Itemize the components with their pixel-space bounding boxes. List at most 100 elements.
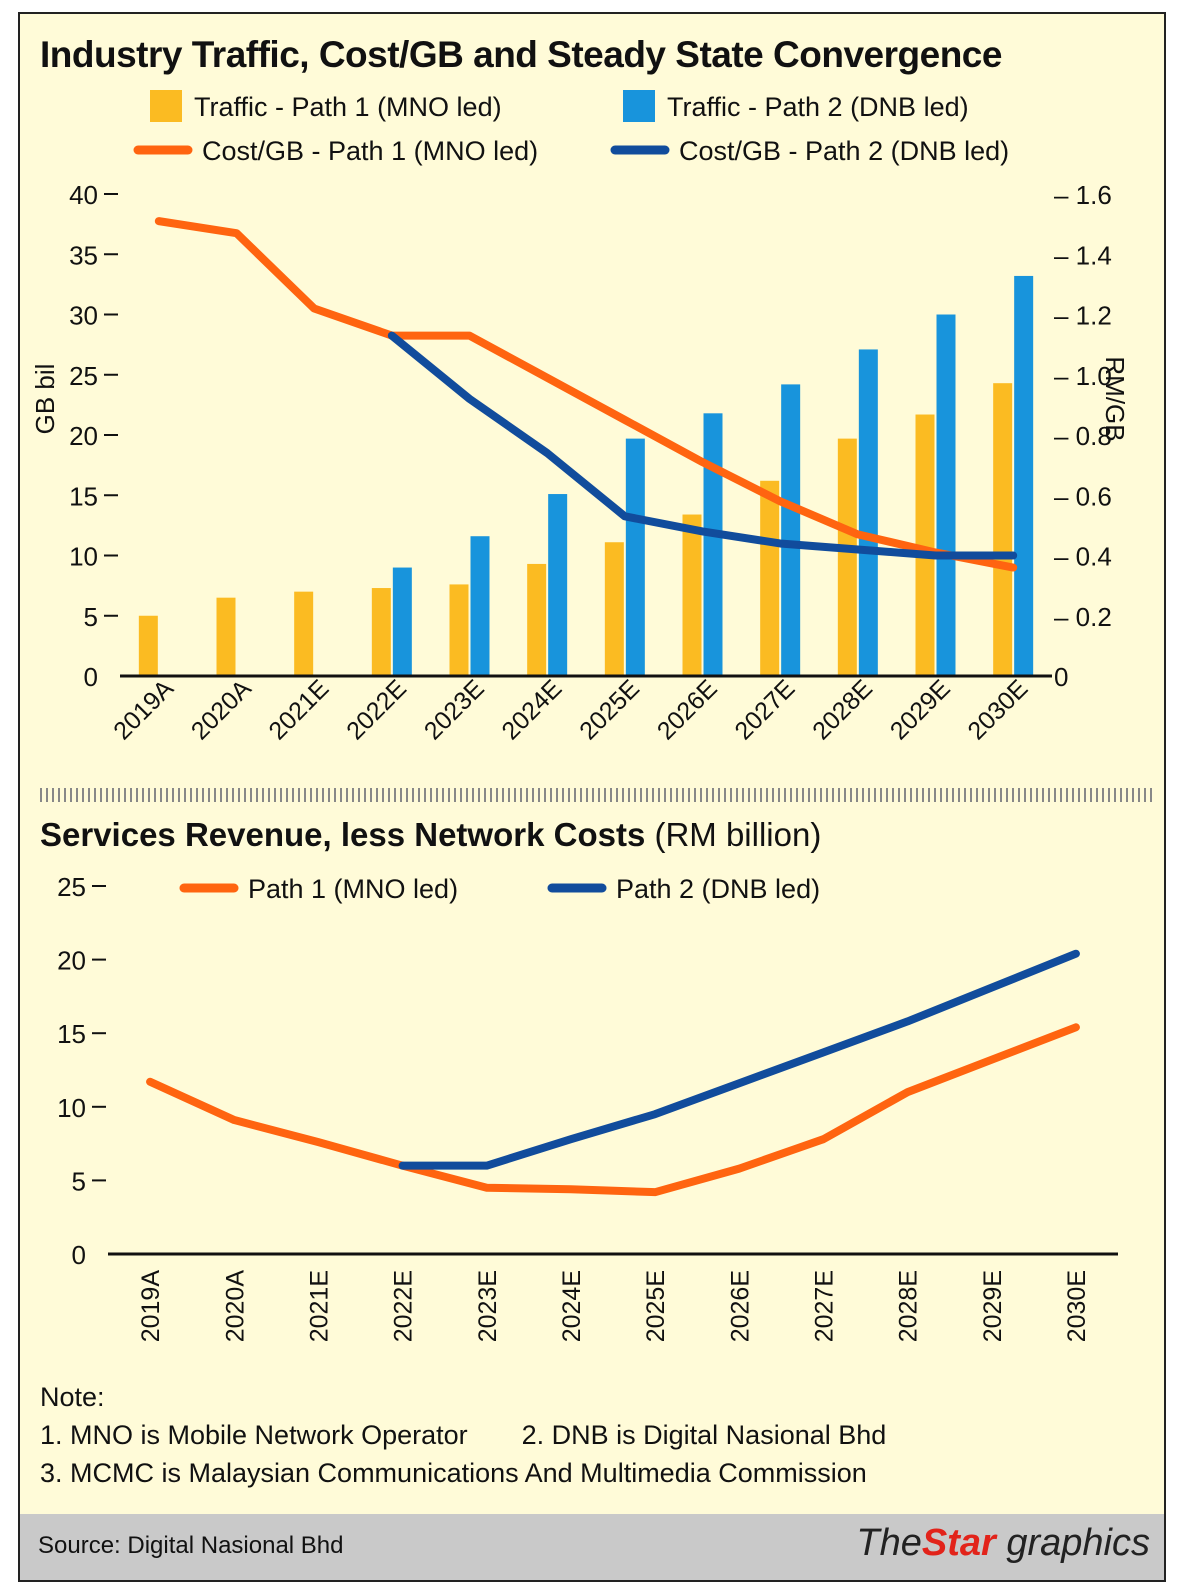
legend-cost-path1-label: Cost/GB - Path 1 (MNO led) xyxy=(202,136,538,166)
y-tick-label: 35 xyxy=(69,240,98,270)
y-tick-label: 15 xyxy=(57,1019,86,1049)
traffic-path1-bar xyxy=(837,438,857,676)
traffic-path1-bar xyxy=(449,584,469,676)
legend-cost-path2-label: Cost/GB - Path 2 (DNB led) xyxy=(679,136,1009,166)
chart2-title-bold: Services Revenue, less Network Costs xyxy=(40,816,646,853)
legend-traffic-path1-label: Traffic - Path 1 (MNO led) xyxy=(194,92,502,122)
traffic-path2-bar xyxy=(548,494,568,676)
x-tick-label: 2024E xyxy=(496,674,567,745)
chart2-title-unit: (RM billion) xyxy=(645,816,822,853)
section-divider xyxy=(40,788,1152,802)
traffic-path1-bar xyxy=(371,588,391,676)
note-mcmc: 3. MCMC is Malaysian Communications And … xyxy=(40,1458,867,1488)
y-tick-label: 25 xyxy=(69,361,98,391)
y2-tick-label: – 1.4 xyxy=(1054,240,1112,270)
traffic-path2-bar xyxy=(392,567,412,676)
traffic-path1-bar xyxy=(527,563,547,676)
x-tick-label: 2025E xyxy=(642,1270,670,1342)
x-tick-label: 2019A xyxy=(108,674,179,745)
x-tick-label: 2023E xyxy=(474,1270,502,1342)
traffic-path1-bar xyxy=(915,414,935,676)
traffic-path2-bar xyxy=(781,384,801,676)
x-tick-label: 2025E xyxy=(574,674,645,745)
traffic-path2-bar xyxy=(1014,275,1034,676)
brand-star: Star xyxy=(921,1522,996,1564)
y-tick-label: 20 xyxy=(57,946,86,976)
y2-tick-label: – 1.0 xyxy=(1054,361,1112,391)
brand-graphics: graphics xyxy=(995,1522,1150,1564)
x-tick-label: 2024E xyxy=(558,1270,586,1342)
revenue-path2-line xyxy=(398,949,1080,1170)
y2-axis-label: RM/GB xyxy=(1100,356,1130,441)
chart2-title: Services Revenue, less Network Costs (RM… xyxy=(40,816,821,854)
notes: Note: 1. MNO is Mobile Network Operator 2… xyxy=(40,1378,886,1492)
x-tick-label: 2030E xyxy=(962,674,1033,745)
y-tick-label: 40 xyxy=(69,180,98,210)
y-tick-label: 10 xyxy=(69,542,98,572)
x-tick-label: 2027E xyxy=(810,1270,838,1342)
x-tick-label: 2021E xyxy=(263,674,334,745)
x-tick-label: 2030E xyxy=(1063,1270,1091,1342)
y2-tick-label: – 1.2 xyxy=(1054,301,1112,331)
y-tick-label: 0 xyxy=(84,662,98,692)
y-tick-label: 0 xyxy=(72,1240,86,1270)
footer-bar: Source: Digital Nasional Bhd TheStar gra… xyxy=(20,1514,1164,1580)
y-axis-label: GB bil xyxy=(30,364,60,435)
x-tick-label: 2026E xyxy=(726,1270,754,1342)
traffic-path2-bar xyxy=(625,438,645,676)
note-dnb: 2. DNB is Digital Nasional Bhd xyxy=(521,1420,887,1450)
brand-the: The xyxy=(856,1522,922,1564)
revenue-path1-line xyxy=(146,1023,1080,1197)
x-tick-label: 2021E xyxy=(305,1270,333,1342)
y2-tick-label: – 0.6 xyxy=(1054,481,1112,511)
y2-tick-label: – 0.8 xyxy=(1054,421,1112,451)
y-tick-label: 10 xyxy=(57,1093,86,1123)
y-tick-label: 20 xyxy=(69,421,98,451)
x-tick-label: 2023E xyxy=(419,674,490,745)
traffic-path1-bar xyxy=(682,514,702,676)
traffic-cost-chart: 0 5 10 15 20 25 30 35 40 0 – 0.2 – 0.4 – 0.6 – 0.8 – 1… xyxy=(30,90,1130,745)
y-tick-label: 25 xyxy=(57,872,86,902)
traffic-path1-bar xyxy=(294,591,314,676)
y2-tick-label: 0 xyxy=(1054,662,1068,692)
traffic-path1-bar xyxy=(216,597,236,676)
x-tick-label: 2029E xyxy=(979,1270,1007,1342)
traffic-path2-bar xyxy=(470,536,490,676)
notes-row: 1. MNO is Mobile Network Operator 2. DNB … xyxy=(40,1416,886,1454)
y-tick-label: 5 xyxy=(84,602,98,632)
x-tick-label: 2020A xyxy=(221,1270,249,1343)
x-tick-label: 2026E xyxy=(652,674,723,745)
x-tick-label: 2020A xyxy=(186,674,257,745)
legend-revenue-path1-label: Path 1 (MNO led) xyxy=(248,874,458,904)
traffic-path1-bar xyxy=(760,480,780,676)
y2-tick-label: – 1.6 xyxy=(1054,180,1112,210)
chart1-title: Industry Traffic, Cost/GB and Steady Sta… xyxy=(40,34,1002,75)
y2-tick-label: – 0.2 xyxy=(1054,602,1112,632)
source-text: Source: Digital Nasional Bhd xyxy=(38,1532,344,1559)
notes-heading: Note: xyxy=(40,1382,105,1412)
legend-traffic-path2-label: Traffic - Path 2 (DNB led) xyxy=(667,92,969,122)
x-tick-label: 2028E xyxy=(895,1270,923,1342)
thestar-graphics-logo: TheStar graphics xyxy=(856,1522,1150,1565)
x-tick-label: 2027E xyxy=(729,674,800,745)
y2-tick-label: – 0.4 xyxy=(1054,542,1112,572)
x-tick-label: 2022E xyxy=(341,674,412,745)
x-tick-label: 2028E xyxy=(807,674,878,745)
y-tick-label: 30 xyxy=(69,301,98,331)
note-mno: 1. MNO is Mobile Network Operator xyxy=(40,1420,468,1450)
x-tick-label: 2019A xyxy=(137,1270,165,1343)
cost-path2-line xyxy=(387,331,1018,560)
legend-revenue-path2-label: Path 2 (DNB led) xyxy=(616,874,820,904)
x-tick-label: 2029E xyxy=(885,674,956,745)
y-tick-label: 5 xyxy=(72,1166,86,1196)
infographic-frame: Industry Traffic, Cost/GB and Steady Sta… xyxy=(18,12,1166,1582)
traffic-path1-bar xyxy=(138,615,158,676)
legend-traffic-path2-swatch xyxy=(623,90,655,122)
traffic-path2-bar xyxy=(858,349,878,676)
traffic-path2-bar xyxy=(936,314,956,676)
y-tick-label: 15 xyxy=(69,481,98,511)
cost-path1-line xyxy=(154,217,1018,572)
traffic-path2-bar xyxy=(703,413,723,676)
x-tick-label: 2022E xyxy=(390,1270,418,1342)
traffic-path1-bar xyxy=(993,383,1013,676)
